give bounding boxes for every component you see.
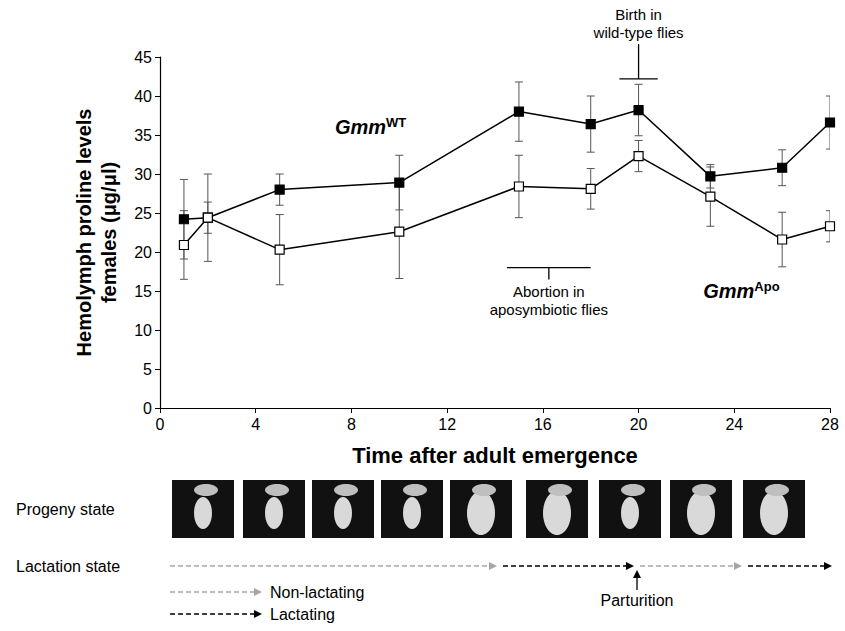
svg-text:wild-type flies: wild-type flies [593, 24, 684, 41]
svg-text:24: 24 [725, 416, 743, 433]
svg-text:Lactating: Lactating [270, 606, 335, 623]
svg-text:Parturition: Parturition [601, 592, 674, 609]
svg-text:females (μg/μl): females (μg/μl) [98, 162, 120, 303]
svg-text:Lactation state: Lactation state [16, 558, 120, 575]
svg-text:Progeny state: Progeny state [16, 501, 115, 518]
svg-text:15: 15 [134, 283, 152, 300]
svg-text:40: 40 [134, 88, 152, 105]
svg-text:35: 35 [134, 127, 152, 144]
svg-text:aposymbiotic flies: aposymbiotic flies [490, 301, 608, 318]
svg-text:8: 8 [347, 416, 356, 433]
svg-text:Hemolymph proline levels: Hemolymph proline levels [73, 109, 95, 357]
svg-text:Abortion in: Abortion in [513, 283, 585, 300]
svg-text:WT: WT [386, 115, 406, 130]
svg-text:16: 16 [534, 416, 552, 433]
svg-text:25: 25 [134, 205, 152, 222]
svg-text:5: 5 [143, 361, 152, 378]
svg-text:Gmm: Gmm [703, 280, 754, 302]
svg-text:28: 28 [821, 416, 839, 433]
svg-text:Birth in: Birth in [615, 6, 662, 23]
svg-text:Time after adult emergence: Time after adult emergence [352, 443, 638, 468]
svg-text:30: 30 [134, 166, 152, 183]
svg-text:Apo: Apo [754, 279, 779, 294]
svg-text:45: 45 [134, 49, 152, 66]
svg-text:20: 20 [134, 244, 152, 261]
svg-text:10: 10 [134, 322, 152, 339]
svg-text:12: 12 [438, 416, 456, 433]
svg-text:0: 0 [143, 400, 152, 417]
svg-text:0: 0 [156, 416, 165, 433]
svg-text:Gmm: Gmm [335, 116, 386, 138]
svg-text:Non-lactating: Non-lactating [270, 584, 364, 601]
svg-text:4: 4 [251, 416, 260, 433]
svg-text:20: 20 [630, 416, 648, 433]
